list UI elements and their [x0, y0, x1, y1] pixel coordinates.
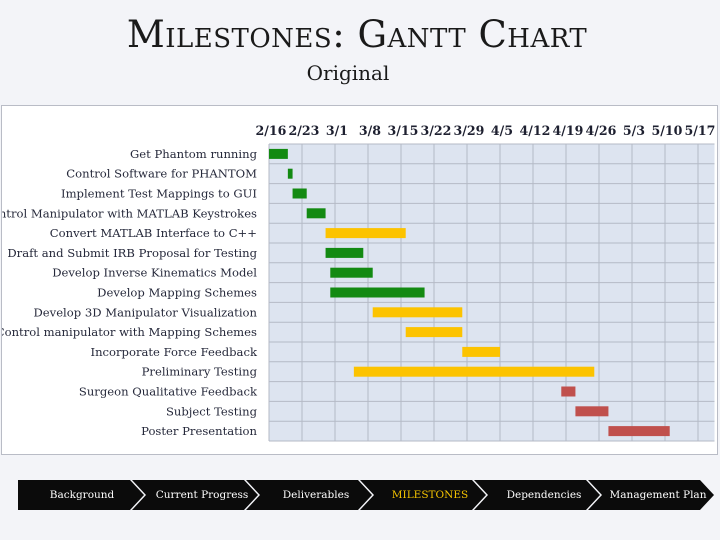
- section-nav: Background Current Progress Deliverables…: [18, 480, 706, 510]
- nav-item-current-progress[interactable]: Current Progress: [132, 480, 258, 510]
- task-label: Control Software for PHANTOM: [66, 167, 257, 181]
- task-label: Poster Presentation: [141, 424, 257, 438]
- x-tick-label: 3/1: [326, 123, 348, 138]
- nav-item-background[interactable]: Background: [18, 480, 144, 510]
- task-bar: [561, 386, 576, 397]
- x-tick-label: 4/26: [586, 123, 617, 138]
- x-tick-label: 4/12: [520, 123, 551, 138]
- x-tick-label: 4/5: [491, 123, 513, 138]
- x-tick-label: 3/15: [388, 123, 419, 138]
- task-label: Develop 3D Manipulator Visualization: [33, 305, 257, 319]
- task-bar: [405, 327, 463, 338]
- task-bar: [330, 287, 425, 298]
- nav-item-milestones[interactable]: MILESTONES: [360, 480, 486, 510]
- x-tick-label: 5/3: [623, 123, 645, 138]
- task-label: Get Phantom running: [130, 147, 258, 161]
- x-tick-label: 2/23: [289, 123, 320, 138]
- task-bar: [372, 307, 463, 318]
- task-bar: [306, 208, 326, 219]
- task-label: Incorporate Force Feedback: [90, 345, 257, 359]
- nav-item-dependencies[interactable]: Dependencies: [474, 480, 600, 510]
- task-label: Control Manipulator with MATLAB Keystrok…: [2, 206, 257, 220]
- x-tick-label: 2/16: [256, 123, 287, 138]
- gantt-chart-svg: 2/16 2/23 3/1 3/8 3/15 3/22 3/29 4/5 4/12 4/19 4/2…: [2, 123, 716, 442]
- task-bar: [608, 426, 670, 437]
- task-bar: [292, 188, 307, 199]
- page-title: Milestones: Gantt Chart: [126, 13, 588, 56]
- task-label: Surgeon Qualitative Feedback: [79, 385, 258, 399]
- page-subtitle: Original: [306, 61, 390, 85]
- task-label: Convert MATLAB Interface to C++: [50, 226, 257, 240]
- x-tick-label: 3/29: [454, 123, 485, 138]
- task-bar: [462, 346, 500, 357]
- task-label: Draft and Submit IRB Proposal for Testin…: [7, 246, 257, 260]
- gantt-chart: 2/16 2/23 3/1 3/8 3/15 3/22 3/29 4/5 4/12 4/19 4/2…: [1, 105, 718, 455]
- task-bar: [325, 247, 364, 258]
- task-bar: [325, 228, 406, 239]
- task-bar: [269, 148, 288, 159]
- task-label: Preliminary Testing: [142, 365, 258, 379]
- x-tick-label: 3/22: [421, 123, 452, 138]
- nav-item-deliverables[interactable]: Deliverables: [246, 480, 372, 510]
- task-label: Control manipulator with Mapping Schemes: [2, 325, 257, 339]
- x-tick-label: 3/8: [359, 123, 381, 138]
- nav-item-management-plan[interactable]: Management Plan: [588, 480, 714, 510]
- x-tick-label: 5/10: [652, 123, 683, 138]
- x-tick-label: 5/17: [685, 123, 716, 138]
- task-bar: [330, 267, 373, 278]
- x-tick-label: 4/19: [553, 123, 584, 138]
- task-bar: [353, 366, 595, 377]
- task-label: Develop Inverse Kinematics Model: [52, 266, 257, 280]
- task-label: Develop Mapping Schemes: [97, 286, 257, 300]
- task-label: Implement Test Mappings to GUI: [61, 187, 257, 201]
- task-label: Subject Testing: [166, 404, 258, 418]
- task-bar: [287, 168, 293, 179]
- task-bar: [575, 406, 609, 417]
